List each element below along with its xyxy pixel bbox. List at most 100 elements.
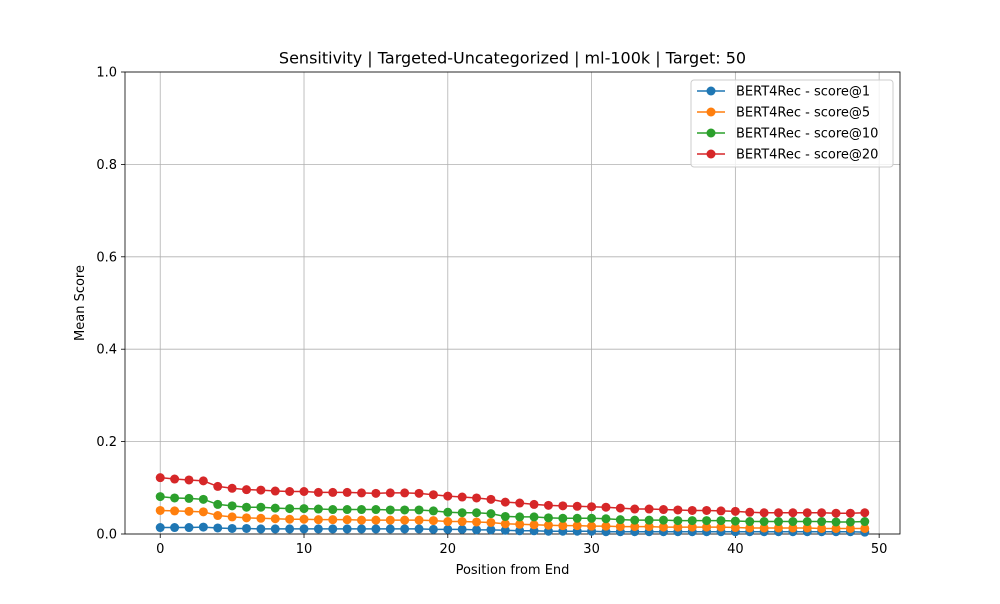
data-point [457, 492, 467, 502]
data-point [155, 505, 165, 515]
y-tick-label: 0.6 [96, 250, 117, 265]
data-point [184, 523, 194, 533]
data-point [328, 505, 338, 515]
data-point [385, 505, 395, 515]
data-point [673, 505, 683, 515]
data-point [831, 508, 841, 518]
data-point [831, 517, 841, 527]
data-point [443, 524, 453, 534]
data-point [515, 512, 525, 522]
data-point [428, 490, 438, 500]
series-2 [155, 505, 870, 533]
data-point [860, 508, 870, 518]
data-point [357, 515, 367, 525]
data-point [486, 525, 496, 535]
data-point [515, 526, 525, 536]
plot-frame [124, 71, 901, 535]
data-point [687, 505, 697, 515]
data-point [428, 524, 438, 534]
data-point [285, 504, 295, 514]
data-point [155, 473, 165, 483]
data-point [371, 524, 381, 534]
data-point [328, 524, 338, 534]
data-point [385, 524, 395, 534]
data-point [400, 505, 410, 515]
data-point [702, 505, 712, 515]
data-point [400, 524, 410, 534]
data-point [241, 513, 251, 523]
data-point [270, 524, 280, 534]
y-tick-label: 0.2 [96, 435, 117, 450]
data-point [227, 512, 237, 522]
data-point [802, 508, 812, 518]
data-point [788, 517, 798, 527]
data-point [644, 522, 654, 532]
data-point [227, 501, 237, 511]
data-point [414, 524, 424, 534]
data-point [730, 516, 740, 526]
data-point [543, 513, 553, 523]
data-point [371, 505, 381, 515]
data-point [313, 487, 323, 497]
data-point [486, 494, 496, 504]
data-point [170, 493, 180, 503]
data-point [213, 511, 223, 521]
data-point [730, 523, 740, 533]
data-point [860, 523, 870, 533]
data-point [687, 516, 697, 526]
series-3 [155, 492, 870, 527]
legend-item: BERT4Rec - score@20 [697, 148, 878, 163]
legend-marker [706, 86, 716, 96]
x-tick-label: 10 [296, 542, 313, 557]
data-point [615, 503, 625, 513]
data-point [529, 499, 539, 509]
data-point [845, 517, 855, 527]
data-point [658, 522, 668, 532]
y-tick-label: 0.0 [96, 528, 117, 543]
data-point [774, 517, 784, 527]
data-point [572, 521, 582, 531]
data-point [198, 507, 208, 517]
data-point [227, 523, 237, 533]
data-point [443, 491, 453, 501]
chart-title: Sensitivity | Targeted-Uncategorized | m… [279, 49, 746, 68]
data-point [716, 522, 726, 532]
data-point [558, 501, 568, 511]
data-point [817, 517, 827, 527]
data-point [357, 505, 367, 515]
data-point [601, 521, 611, 531]
data-point [515, 498, 525, 508]
data-point [313, 524, 323, 534]
x-tick-label: 30 [583, 542, 600, 557]
data-point [472, 525, 482, 535]
data-point [357, 524, 367, 534]
data-point [774, 508, 784, 518]
data-point [515, 519, 525, 529]
legend-item: BERT4Rec - score@1 [697, 85, 870, 100]
data-point [342, 487, 352, 497]
data-point [615, 522, 625, 532]
data-point [371, 488, 381, 498]
data-point [198, 476, 208, 486]
data-point [227, 483, 237, 493]
data-point [256, 485, 266, 495]
y-tick-label: 0.4 [96, 343, 117, 358]
data-point [845, 508, 855, 518]
data-point [831, 523, 841, 533]
data-point [256, 524, 266, 534]
data-point [299, 486, 309, 496]
data-point [486, 517, 496, 527]
data-point [414, 515, 424, 525]
data-point [601, 514, 611, 524]
data-point [587, 513, 597, 523]
legend-label: BERT4Rec - score@10 [736, 127, 878, 142]
data-point [371, 515, 381, 525]
data-point [184, 493, 194, 503]
data-point [817, 508, 827, 518]
data-point [457, 508, 467, 518]
data-point [385, 515, 395, 525]
x-axis-label: Position from End [456, 563, 570, 578]
data-point [817, 523, 827, 533]
data-point [486, 509, 496, 519]
data-point [630, 522, 640, 532]
